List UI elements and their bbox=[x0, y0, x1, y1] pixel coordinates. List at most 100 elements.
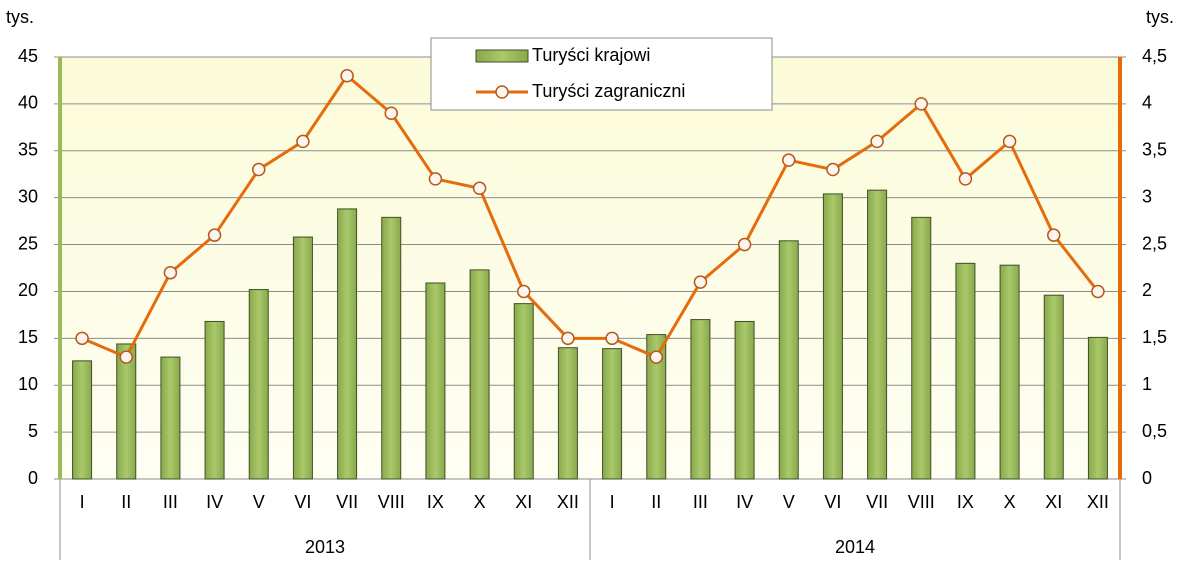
group-label: 2013 bbox=[305, 537, 345, 557]
x-tick-label: IV bbox=[206, 492, 223, 512]
x-tick-label: II bbox=[121, 492, 131, 512]
bar bbox=[999, 264, 1020, 480]
y2-tick-label: 0 bbox=[1142, 468, 1152, 488]
bar bbox=[248, 289, 269, 480]
bar bbox=[867, 189, 888, 480]
line-marker bbox=[517, 284, 531, 299]
bar bbox=[381, 216, 402, 480]
x-tick-label: IX bbox=[957, 492, 974, 512]
bar bbox=[734, 320, 755, 480]
x-tick-label: V bbox=[253, 492, 265, 512]
y2-tick-label: 4 bbox=[1142, 93, 1152, 113]
y2-tick-label: 3,5 bbox=[1142, 140, 1167, 160]
bar bbox=[292, 236, 313, 480]
y2-tick-label: 4,5 bbox=[1142, 46, 1167, 66]
bar bbox=[160, 356, 181, 480]
bar bbox=[690, 319, 711, 480]
bar bbox=[72, 360, 93, 480]
x-tick-label: III bbox=[163, 492, 178, 512]
line bbox=[81, 73, 1100, 360]
line-marker bbox=[1091, 284, 1105, 299]
x-tick-label: II bbox=[651, 492, 661, 512]
bar bbox=[513, 303, 534, 480]
line-marker bbox=[384, 106, 398, 121]
y-tick-label: 0 bbox=[28, 468, 38, 488]
x-tick-label: XI bbox=[515, 492, 532, 512]
bar bbox=[425, 282, 446, 480]
line-marker bbox=[914, 97, 928, 111]
bar bbox=[822, 193, 843, 480]
bar bbox=[469, 269, 490, 480]
y-tick-label: 25 bbox=[18, 233, 38, 253]
x-tick-label: XII bbox=[557, 492, 579, 512]
y2-tick-label: 1 bbox=[1142, 374, 1152, 394]
y2-unit: tys. bbox=[1146, 7, 1174, 27]
bar bbox=[116, 343, 137, 480]
legend-label: Turyści krajowi bbox=[532, 45, 650, 65]
legend: Turyści krajowi Turyści zagraniczni bbox=[430, 37, 773, 111]
y-tick-label: 35 bbox=[18, 140, 38, 160]
y2-tick-label: 2,5 bbox=[1142, 233, 1167, 253]
y-tick-label: 40 bbox=[18, 93, 38, 113]
line-marker bbox=[605, 331, 619, 346]
x-tick-label: IX bbox=[427, 492, 444, 512]
line-marker bbox=[340, 69, 354, 83]
bar bbox=[955, 262, 976, 480]
y2-tick-label: 0,5 bbox=[1142, 421, 1167, 441]
bar bbox=[337, 208, 358, 480]
line-marker bbox=[561, 331, 575, 346]
line-marker bbox=[782, 153, 796, 167]
bar bbox=[911, 216, 932, 480]
y-unit: tys. bbox=[6, 7, 34, 27]
line-marker bbox=[472, 181, 487, 196]
y-tick-label: 10 bbox=[18, 374, 38, 394]
line-marker bbox=[737, 237, 752, 252]
x-tick-label: X bbox=[474, 492, 486, 512]
line-marker bbox=[296, 134, 310, 149]
line-marker bbox=[119, 350, 133, 364]
x-tick-label: VII bbox=[866, 492, 888, 512]
bar bbox=[1043, 294, 1064, 480]
y-tick-label: 20 bbox=[18, 280, 38, 300]
y2-tick-label: 2 bbox=[1142, 280, 1152, 300]
y2-tick-label: 3 bbox=[1142, 186, 1152, 206]
bar bbox=[646, 334, 667, 480]
x-tick-label: IV bbox=[736, 492, 753, 512]
line-marker bbox=[693, 275, 708, 289]
y2-tick-label: 1,5 bbox=[1142, 327, 1167, 347]
bar bbox=[557, 347, 578, 480]
x-tick-label: VIII bbox=[378, 492, 405, 512]
line-marker bbox=[870, 134, 884, 149]
legend-swatch bbox=[475, 49, 529, 63]
group-label: 2014 bbox=[835, 537, 875, 557]
x-tick-label: V bbox=[783, 492, 795, 512]
line-marker bbox=[207, 228, 222, 242]
x-tick-label: VI bbox=[294, 492, 311, 512]
line-marker bbox=[163, 265, 178, 280]
x-tick-label: XI bbox=[1045, 492, 1062, 512]
line-marker bbox=[958, 172, 973, 186]
legend-marker bbox=[495, 85, 509, 99]
bar bbox=[778, 240, 799, 480]
x-tick-label: VII bbox=[336, 492, 358, 512]
y-tick-label: 30 bbox=[18, 186, 38, 206]
x-tick-label: VI bbox=[824, 492, 841, 512]
line-marker bbox=[1047, 228, 1061, 242]
y-tick-label: 15 bbox=[18, 327, 38, 347]
x-tick-label: I bbox=[610, 492, 615, 512]
y-tick-label: 45 bbox=[18, 46, 38, 66]
bar bbox=[1087, 336, 1108, 480]
x-tick-label: VIII bbox=[908, 492, 935, 512]
x-tick-label: I bbox=[80, 492, 85, 512]
bar bbox=[602, 348, 623, 480]
y-tick-label: 5 bbox=[28, 421, 38, 441]
bar bbox=[204, 320, 225, 480]
legend-label: Turyści zagraniczni bbox=[532, 81, 685, 101]
line-marker bbox=[826, 162, 840, 177]
x-tick-label: X bbox=[1004, 492, 1016, 512]
x-tick-label: III bbox=[693, 492, 708, 512]
line-marker bbox=[428, 172, 443, 186]
plot-area bbox=[60, 57, 1120, 479]
